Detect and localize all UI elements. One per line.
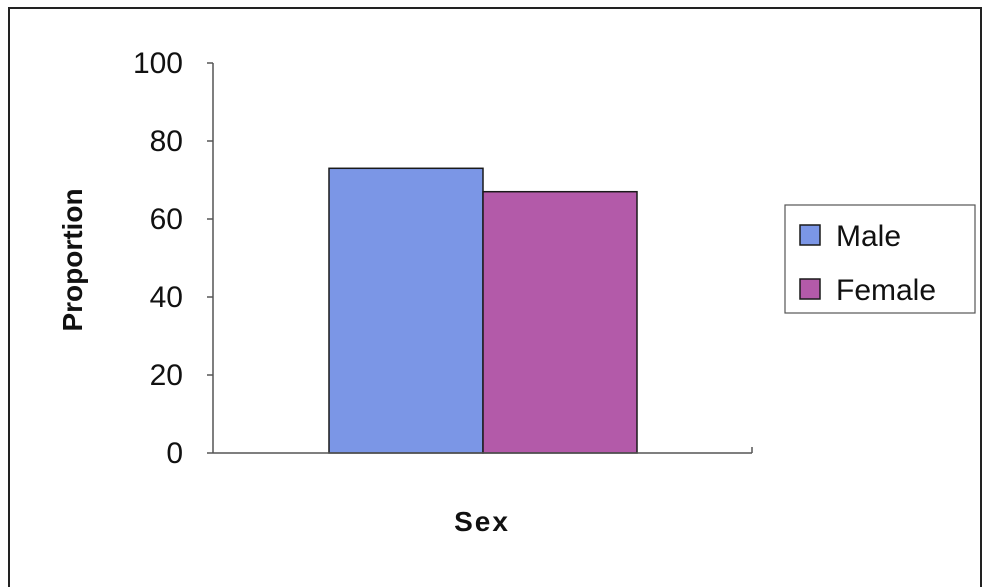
legend-label-male: Male — [836, 220, 901, 253]
y-tick-label: 40 — [150, 281, 183, 314]
y-tick-label: 60 — [150, 203, 183, 236]
legend: Male Female — [784, 204, 976, 314]
chart-frame — [8, 7, 982, 587]
y-axis-title: Proportion — [57, 188, 88, 331]
bar-chart: 0 20 40 60 80 100 Proportion Sex Male Female — [57, 47, 976, 537]
y-axis-ticks: 0 20 40 60 80 100 — [133, 47, 753, 470]
bars — [328, 167, 638, 454]
x-axis-title: Sex — [454, 506, 510, 537]
bar-male — [328, 167, 484, 454]
bar-female — [482, 190, 638, 454]
legend-swatch-male — [799, 224, 821, 246]
y-tick-label: 80 — [150, 125, 183, 158]
y-tick-label: 0 — [166, 437, 183, 470]
legend-swatch-female — [799, 278, 821, 300]
y-tick-label: 100 — [133, 47, 183, 80]
legend-label-female: Female — [836, 274, 936, 307]
y-tick-label: 20 — [150, 359, 183, 392]
